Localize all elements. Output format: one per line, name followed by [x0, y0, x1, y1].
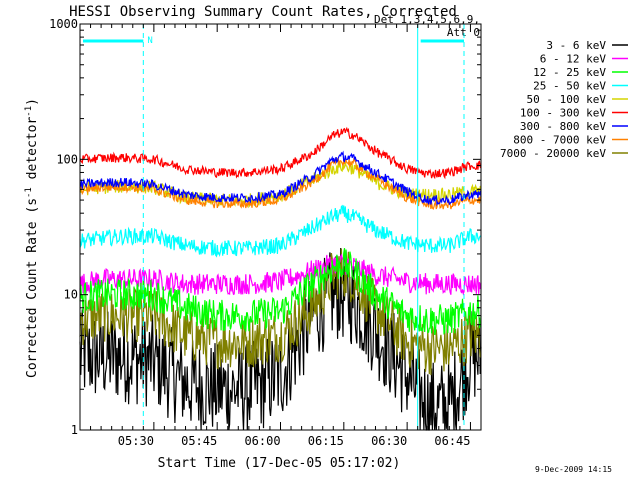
legend-label: 100 - 300 keV [520, 107, 606, 120]
x-tick-label: 06:15 [308, 434, 344, 448]
plot-area: N 1 10 100 1000 05:30 05:45 06:00 06:15 06:30 06:4… [49, 17, 482, 448]
x-tick-label: 06:30 [371, 434, 407, 448]
date-stamp: 9-Dec-2009 14:15 [535, 465, 612, 474]
x-axis-label: Start Time (17-Dec-05 05:17:02) [158, 456, 401, 471]
legend-label: 12 - 25 keV [533, 66, 606, 79]
night-marker-label: N [147, 36, 152, 46]
x-tick-label: 06:00 [244, 434, 280, 448]
legend-label: 25 - 50 keV [533, 80, 606, 93]
legend-header-line2: Att 0 [447, 26, 480, 39]
y-tick-label: 1000 [49, 17, 78, 31]
legend-label: 50 - 100 keV [527, 93, 607, 106]
y-axis-label-mid: detector [25, 117, 40, 188]
legend-header-line1: Det 1,3,4,5,6,9, [374, 13, 480, 26]
series-line-6-12-kev [79, 253, 482, 296]
y-axis-label-exp1: -1 [24, 187, 34, 198]
y-tick-label: 1 [71, 423, 78, 437]
legend-label: 300 - 800 keV [520, 120, 606, 133]
chart-title: HESSI Observing Summary Count Rates, Cor… [69, 4, 457, 20]
series-line-12-25-kev [79, 248, 482, 336]
series-line-300-800-kev [79, 150, 482, 207]
series-line-7000-20000-kev [79, 248, 482, 376]
y-axis-label-main: Corrected Count Rate (s [25, 198, 40, 378]
x-tick-label: 05:30 [118, 434, 154, 448]
legend-label: 6 - 12 keV [540, 53, 607, 66]
series-line-100-300-kev [79, 126, 482, 180]
y-tick-label: 10 [64, 288, 78, 302]
y-tick-label: 100 [56, 152, 78, 166]
y-axis-label-exp2: -1 [24, 106, 34, 117]
legend-label: 3 - 6 keV [546, 39, 606, 52]
x-tick-label: 05:45 [181, 434, 217, 448]
series-line-25-50-kev [79, 204, 482, 258]
legend-label: 7000 - 20000 keV [500, 147, 606, 160]
x-tick-label: 06:45 [434, 434, 470, 448]
y-axis-label: Corrected Count Rate (s-1 detector-1) [24, 98, 40, 378]
legend-label: 800 - 7000 keV [513, 134, 606, 147]
y-axis-label-end: ) [25, 98, 40, 106]
